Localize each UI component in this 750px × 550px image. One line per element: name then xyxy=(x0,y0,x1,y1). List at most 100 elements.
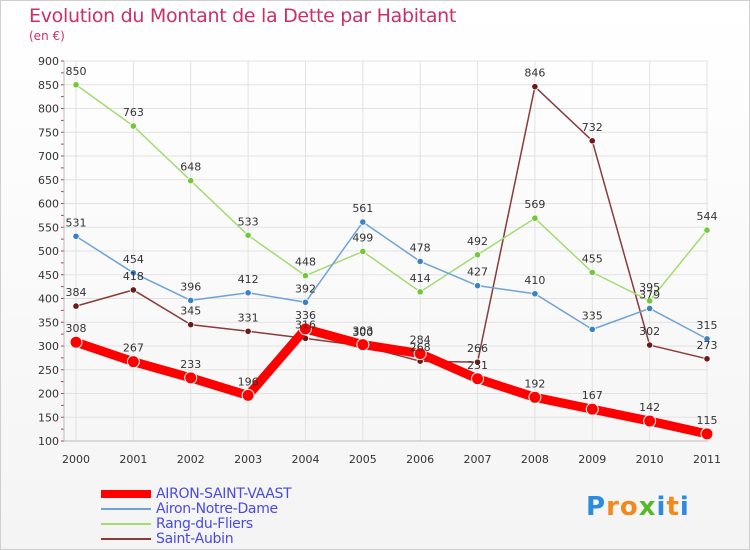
logo-letter: r xyxy=(606,492,620,522)
y-tick-label: 900 xyxy=(38,55,59,68)
data-label: 335 xyxy=(582,309,603,322)
data-point xyxy=(129,286,137,294)
data-label: 412 xyxy=(238,273,259,286)
x-tick-label: 2000 xyxy=(62,453,90,466)
data-point xyxy=(471,372,485,386)
legend-label-rang-du-fliers: Rang-du-Fliers xyxy=(156,516,253,532)
data-point xyxy=(126,355,140,369)
data-label: 392 xyxy=(295,282,316,295)
logo-letter: t xyxy=(666,492,680,522)
data-label: 763 xyxy=(123,106,144,119)
data-point xyxy=(416,257,424,266)
data-point xyxy=(72,302,80,310)
data-label: 303 xyxy=(352,325,373,338)
data-label: 384 xyxy=(66,286,87,299)
data-label: 846 xyxy=(524,67,545,80)
series-line xyxy=(75,221,708,340)
y-tick-label: 100 xyxy=(38,435,59,448)
data-label: 268 xyxy=(410,341,431,354)
data-point xyxy=(187,321,195,329)
data-label: 499 xyxy=(352,231,373,244)
data-label: 850 xyxy=(66,65,87,78)
data-label: 331 xyxy=(238,311,259,324)
data-point xyxy=(69,335,83,349)
data-label: 455 xyxy=(582,252,603,265)
data-point xyxy=(413,347,427,361)
y-tick-label: 550 xyxy=(38,221,59,234)
series-line xyxy=(71,324,712,439)
data-point xyxy=(588,137,596,145)
data-point xyxy=(531,290,539,298)
series-line xyxy=(75,85,708,363)
data-label: 284 xyxy=(410,334,431,347)
logo-letter: P xyxy=(586,492,607,522)
data-label: 531 xyxy=(66,216,87,229)
x-tick-label: 2008 xyxy=(521,453,549,466)
data-label: 478 xyxy=(410,241,431,254)
y-tick-label: 250 xyxy=(38,364,59,377)
y-tick-label: 450 xyxy=(38,269,59,282)
x-tick-label: 2006 xyxy=(406,453,434,466)
data-point xyxy=(187,177,195,185)
y-tick-label: 150 xyxy=(38,411,59,424)
data-point xyxy=(241,388,255,402)
data-point xyxy=(244,289,252,297)
data-label: 167 xyxy=(582,389,603,402)
data-point xyxy=(646,304,654,313)
x-tick-label: 2011 xyxy=(693,453,721,466)
data-label: 427 xyxy=(467,266,488,279)
legend-swatch-airon-notre-dame xyxy=(101,508,151,510)
legend-label-airon-saint-vaast: AIRON-SAINT-VAAST xyxy=(156,486,292,502)
data-label: 115 xyxy=(697,414,718,427)
data-label: 418 xyxy=(123,270,144,283)
y-tick-label: 500 xyxy=(38,245,59,258)
legend-swatch-rang-du-fliers xyxy=(101,523,151,525)
data-label: 142 xyxy=(639,401,660,414)
data-point xyxy=(416,288,424,296)
data-point xyxy=(359,218,367,226)
legend-swatch-saint-aubin xyxy=(101,538,151,540)
logo-letter: i xyxy=(679,492,690,522)
x-tick-label: 2002 xyxy=(177,453,205,466)
y-tick-label: 600 xyxy=(38,198,59,211)
data-label: 345 xyxy=(180,305,201,318)
x-tick-label: 2004 xyxy=(291,453,319,466)
y-tick-label: 650 xyxy=(38,174,59,187)
x-tick-label: 2009 xyxy=(578,453,606,466)
data-point xyxy=(700,427,714,441)
data-point xyxy=(473,251,482,259)
data-point xyxy=(528,390,542,404)
data-label: 544 xyxy=(697,210,718,223)
data-point xyxy=(703,226,711,234)
data-label: 316 xyxy=(295,318,316,331)
data-point xyxy=(646,341,654,349)
data-point xyxy=(588,325,596,333)
y-tick-label: 750 xyxy=(38,126,59,139)
data-label: 448 xyxy=(295,256,316,269)
data-label: 395 xyxy=(639,281,660,294)
data-label: 732 xyxy=(582,121,603,134)
y-tick-label: 200 xyxy=(38,388,59,401)
data-point xyxy=(244,327,252,335)
data-label: 273 xyxy=(697,339,718,352)
data-label: 414 xyxy=(410,272,431,285)
data-point xyxy=(187,296,195,304)
x-tick-label: 2003 xyxy=(234,453,262,466)
chart-title: Evolution du Montant de la Dette par Hab… xyxy=(29,5,457,27)
data-label: 196 xyxy=(238,375,259,388)
data-label: 569 xyxy=(524,198,545,211)
data-point xyxy=(301,272,310,280)
data-point xyxy=(531,214,539,222)
proxiti-logo: Proxiti xyxy=(586,492,690,522)
y-tick-label: 350 xyxy=(38,316,59,329)
data-point xyxy=(703,335,711,343)
y-tick-label: 400 xyxy=(38,293,59,306)
y-tick-label: 800 xyxy=(38,103,59,116)
data-point xyxy=(129,122,137,130)
x-tick-label: 2007 xyxy=(464,453,492,466)
data-point xyxy=(244,231,252,239)
x-tick-label: 2001 xyxy=(119,453,147,466)
x-tick-label: 2005 xyxy=(349,453,377,466)
